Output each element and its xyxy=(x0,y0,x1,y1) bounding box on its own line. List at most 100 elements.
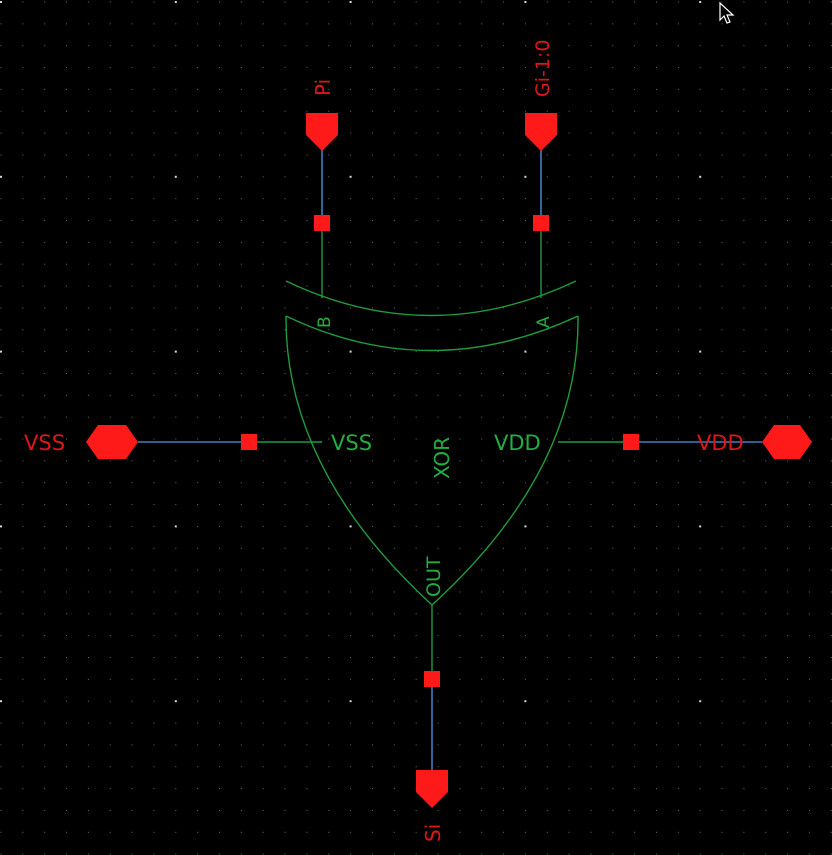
grid-dot xyxy=(284,722,286,724)
input-pin-gi-icon[interactable] xyxy=(525,113,557,151)
grid-dot xyxy=(44,176,46,178)
grid-dot xyxy=(109,722,111,724)
grid-dot xyxy=(546,438,548,440)
grid-dot xyxy=(656,613,657,615)
grid-major-dot xyxy=(0,1,2,3)
grid-dot xyxy=(612,307,614,309)
grid-dot xyxy=(284,525,286,527)
grid-dot xyxy=(524,547,526,549)
grid-dot xyxy=(677,351,679,353)
grid-dot xyxy=(634,591,636,593)
grid-dot xyxy=(524,657,526,658)
grid-dot xyxy=(262,285,264,287)
grid-dot xyxy=(109,635,111,637)
grid-dot xyxy=(197,329,199,331)
grid-dot xyxy=(306,788,308,790)
grid-dot xyxy=(328,635,330,637)
grid-dot xyxy=(656,853,657,855)
grid-dot xyxy=(459,809,461,811)
io-pin-label-vdd: VDD xyxy=(697,431,744,455)
input-pin-pi-icon[interactable] xyxy=(306,113,338,151)
grid-dot xyxy=(393,657,395,658)
grid-dot xyxy=(0,23,2,25)
grid-dot xyxy=(546,635,548,637)
grid-dot xyxy=(262,329,264,331)
connection-point-vss[interactable] xyxy=(241,434,257,450)
grid-dot xyxy=(328,657,330,658)
grid-dot xyxy=(612,372,614,374)
grid-dot xyxy=(240,394,242,396)
grid-dot xyxy=(393,45,395,47)
grid-dot xyxy=(393,176,395,178)
grid-dot xyxy=(284,329,286,331)
grid-dot xyxy=(175,220,177,221)
grid-dot xyxy=(546,1,548,3)
grid-dot xyxy=(830,45,832,47)
grid-dot xyxy=(328,110,330,112)
grid-dot xyxy=(743,351,745,353)
grid-dot xyxy=(415,132,417,134)
grid-dot xyxy=(503,547,505,549)
grid-dot xyxy=(459,438,461,440)
grid-dot xyxy=(546,154,548,156)
connection-point-b[interactable] xyxy=(314,215,330,231)
connection-point-a[interactable] xyxy=(533,215,549,231)
grid-dot xyxy=(66,67,68,69)
grid-dot xyxy=(612,700,614,702)
grid-dot xyxy=(175,678,177,680)
grid-dot xyxy=(656,809,657,811)
grid-dot xyxy=(350,744,352,746)
grid-dot xyxy=(677,657,679,658)
grid-dot xyxy=(109,351,111,353)
grid-dot xyxy=(830,241,832,243)
grid-dot xyxy=(328,23,330,25)
grid-dot xyxy=(524,198,526,200)
xor-gate-symbol[interactable] xyxy=(250,230,631,679)
grid-dot xyxy=(656,635,657,637)
grid-dot xyxy=(0,788,2,790)
grid-dot xyxy=(393,591,395,593)
grid-dot xyxy=(677,372,679,374)
grid-dot xyxy=(306,372,308,374)
grid-dot xyxy=(153,351,155,353)
grid-dot xyxy=(481,482,483,484)
grid-dot xyxy=(0,220,2,221)
grid-dot xyxy=(197,1,199,3)
inout-pin-vss-icon[interactable] xyxy=(86,425,138,459)
grid-dot xyxy=(153,766,155,768)
grid-dot xyxy=(0,678,2,680)
grid-dot xyxy=(590,67,592,69)
grid-dot xyxy=(371,547,373,549)
grid-dot xyxy=(350,613,352,615)
grid-dot xyxy=(699,678,701,680)
grid-dot xyxy=(415,241,417,243)
grid-dot xyxy=(306,766,308,768)
grid-dot xyxy=(503,416,505,418)
grid-dot xyxy=(219,45,220,47)
inout-pin-vdd-icon[interactable] xyxy=(762,425,812,459)
grid-dot xyxy=(131,263,133,265)
connection-point-out[interactable] xyxy=(424,671,440,687)
connection-point-vdd[interactable] xyxy=(623,434,639,450)
grid-dot xyxy=(415,460,417,462)
grid-dot xyxy=(634,110,636,112)
grid-dot xyxy=(808,700,810,702)
output-pin-si-icon[interactable] xyxy=(416,770,448,808)
grid-dot xyxy=(0,460,2,462)
grid-dot xyxy=(415,809,417,811)
grid-dot xyxy=(787,722,789,724)
grid-dot xyxy=(262,110,264,112)
grid-dot xyxy=(503,1,505,3)
grid-dot xyxy=(22,678,24,680)
grid-dot xyxy=(109,263,111,265)
grid-dot xyxy=(656,263,657,265)
grid-dot xyxy=(22,569,24,571)
grid-dot xyxy=(634,482,636,484)
grid-dot xyxy=(830,176,832,178)
grid-dot xyxy=(87,744,89,746)
grid-dot xyxy=(87,176,89,178)
grid-dot xyxy=(393,831,395,833)
grid-dot xyxy=(524,460,526,462)
